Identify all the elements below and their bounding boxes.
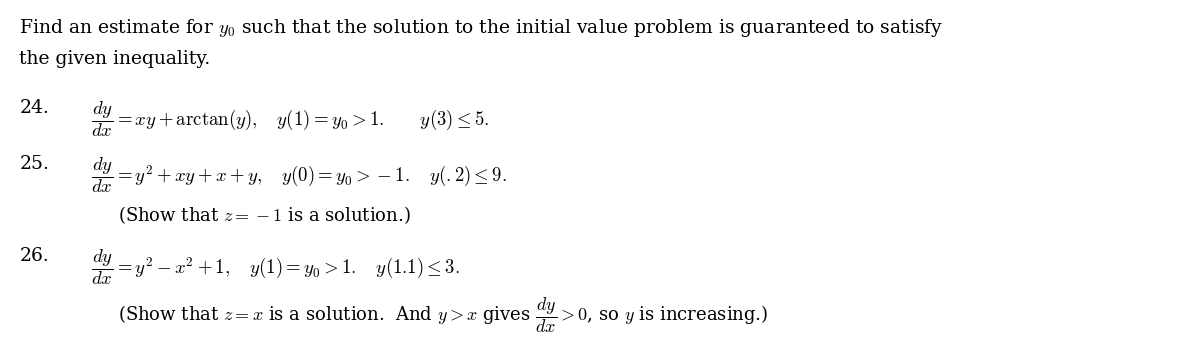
Text: $\dfrac{dy}{dx} = xy + \arctan(y), \quad y(1) = y_0 > 1. \qquad y(3) \leq 5.$: $\dfrac{dy}{dx} = xy + \arctan(y), \quad… (90, 99, 488, 139)
Text: Find an estimate for $y_0$ such that the solution to the initial value problem i: Find an estimate for $y_0$ such that the… (19, 17, 943, 39)
Text: 24.: 24. (19, 99, 49, 117)
Text: (Show that $z = x$ is a solution.  And $y > x$ gives $\dfrac{dy}{dx} > 0$, so $y: (Show that $z = x$ is a solution. And $y… (118, 295, 768, 335)
Text: 26.: 26. (19, 247, 49, 265)
Text: $\dfrac{dy}{dx} = y^2 + xy + x + y, \quad y(0) = y_0 > -1. \quad y(.2) \leq 9.$: $\dfrac{dy}{dx} = y^2 + xy + x + y, \qua… (90, 155, 506, 195)
Text: the given inequality.: the given inequality. (19, 50, 210, 68)
Text: $\dfrac{dy}{dx} = y^2 - x^2 + 1, \quad y(1) = y_0 > 1. \quad y(1.1) \leq 3.$: $\dfrac{dy}{dx} = y^2 - x^2 + 1, \quad y… (90, 247, 460, 287)
Text: 25.: 25. (19, 155, 49, 173)
Text: (Show that $z = -1$ is a solution.): (Show that $z = -1$ is a solution.) (118, 204, 410, 226)
